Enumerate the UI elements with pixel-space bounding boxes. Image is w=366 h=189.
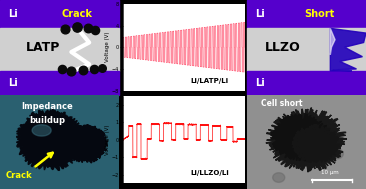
Text: 10 μm: 10 μm — [321, 170, 339, 175]
Polygon shape — [271, 114, 330, 161]
Text: buildup: buildup — [30, 115, 66, 125]
Point — [81, 68, 86, 71]
Bar — [0, 28, 119, 71]
Y-axis label: Voltage (V): Voltage (V) — [105, 32, 110, 63]
Point — [99, 67, 105, 70]
Text: Li/LLZO/Li: Li/LLZO/Li — [190, 170, 229, 176]
Bar — [247, 71, 366, 94]
Text: Li: Li — [8, 9, 18, 19]
Text: Li: Li — [255, 78, 265, 88]
Polygon shape — [64, 124, 108, 163]
Point — [92, 29, 98, 32]
X-axis label: Time (hour): Time (hour) — [168, 101, 200, 106]
Polygon shape — [330, 28, 335, 55]
Polygon shape — [330, 148, 343, 159]
Text: Crack: Crack — [62, 9, 93, 19]
Point — [91, 67, 97, 70]
Text: Impedance: Impedance — [21, 102, 73, 111]
Polygon shape — [266, 108, 347, 172]
Polygon shape — [273, 173, 285, 182]
Polygon shape — [292, 124, 340, 163]
Bar — [247, 0, 366, 28]
Point — [68, 69, 74, 72]
Bar — [0, 71, 119, 94]
Point — [59, 67, 65, 70]
Text: LATP: LATP — [26, 41, 60, 54]
Point — [63, 28, 68, 31]
Text: Li: Li — [8, 78, 18, 88]
Text: Short: Short — [304, 9, 335, 19]
Text: LLZO: LLZO — [265, 41, 300, 54]
Polygon shape — [310, 142, 327, 156]
Polygon shape — [303, 139, 325, 156]
Point — [74, 26, 80, 29]
Y-axis label: Voltage (V): Voltage (V) — [105, 125, 110, 155]
Polygon shape — [288, 130, 302, 140]
Bar — [247, 28, 366, 71]
Text: Li/LATP/Li: Li/LATP/Li — [190, 78, 228, 84]
Polygon shape — [16, 109, 85, 170]
Polygon shape — [289, 148, 312, 167]
Text: Crack: Crack — [6, 171, 33, 180]
Bar — [0, 0, 119, 28]
Text: Cell short: Cell short — [261, 99, 303, 108]
Point — [85, 27, 91, 30]
Polygon shape — [32, 125, 51, 136]
Polygon shape — [330, 28, 366, 71]
Text: Li: Li — [255, 9, 265, 19]
